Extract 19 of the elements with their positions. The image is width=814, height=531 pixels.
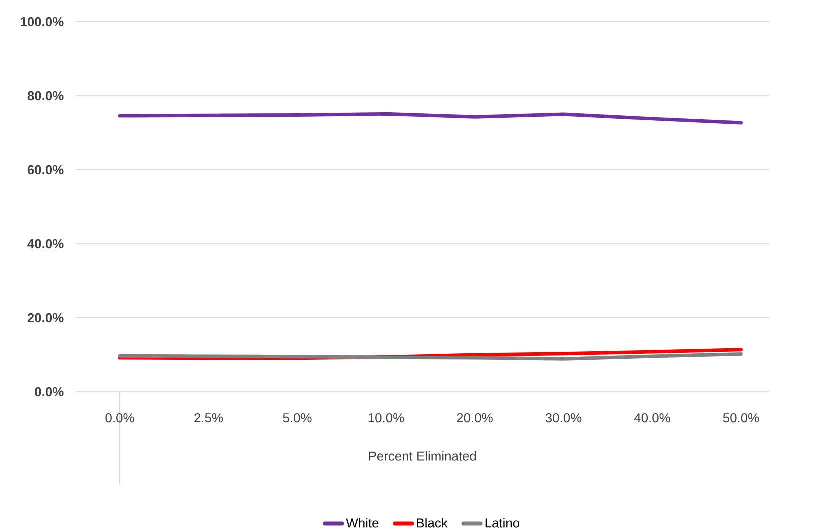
x-axis-title: Percent Eliminated — [369, 451, 476, 461]
x-tick-label: 40.0% — [634, 413, 670, 423]
x-tick-label: 20.0% — [457, 413, 493, 423]
y-tick-label: 40.0% — [28, 239, 64, 249]
legend-label: Latino — [486, 518, 520, 528]
y-tick-label: 100.0% — [21, 17, 64, 27]
x-tick-label: 30.0% — [546, 413, 582, 423]
y-tick-label: 60.0% — [28, 165, 64, 175]
y-tick-label: 20.0% — [28, 313, 64, 323]
x-tick-label: 5.0% — [283, 413, 312, 423]
line-series — [118, 112, 743, 125]
x-tick-label: 50.0% — [723, 413, 760, 423]
y-tick-label: 80.0% — [28, 91, 64, 101]
x-tick-label: 10.0% — [368, 413, 404, 423]
y-tick-label: 0.0% — [35, 387, 64, 397]
legend-label: Black — [417, 518, 448, 528]
x-tick-label: 2.5% — [194, 413, 224, 423]
x-tick-label: 0.0% — [106, 413, 134, 423]
legend-label: White — [346, 518, 379, 528]
